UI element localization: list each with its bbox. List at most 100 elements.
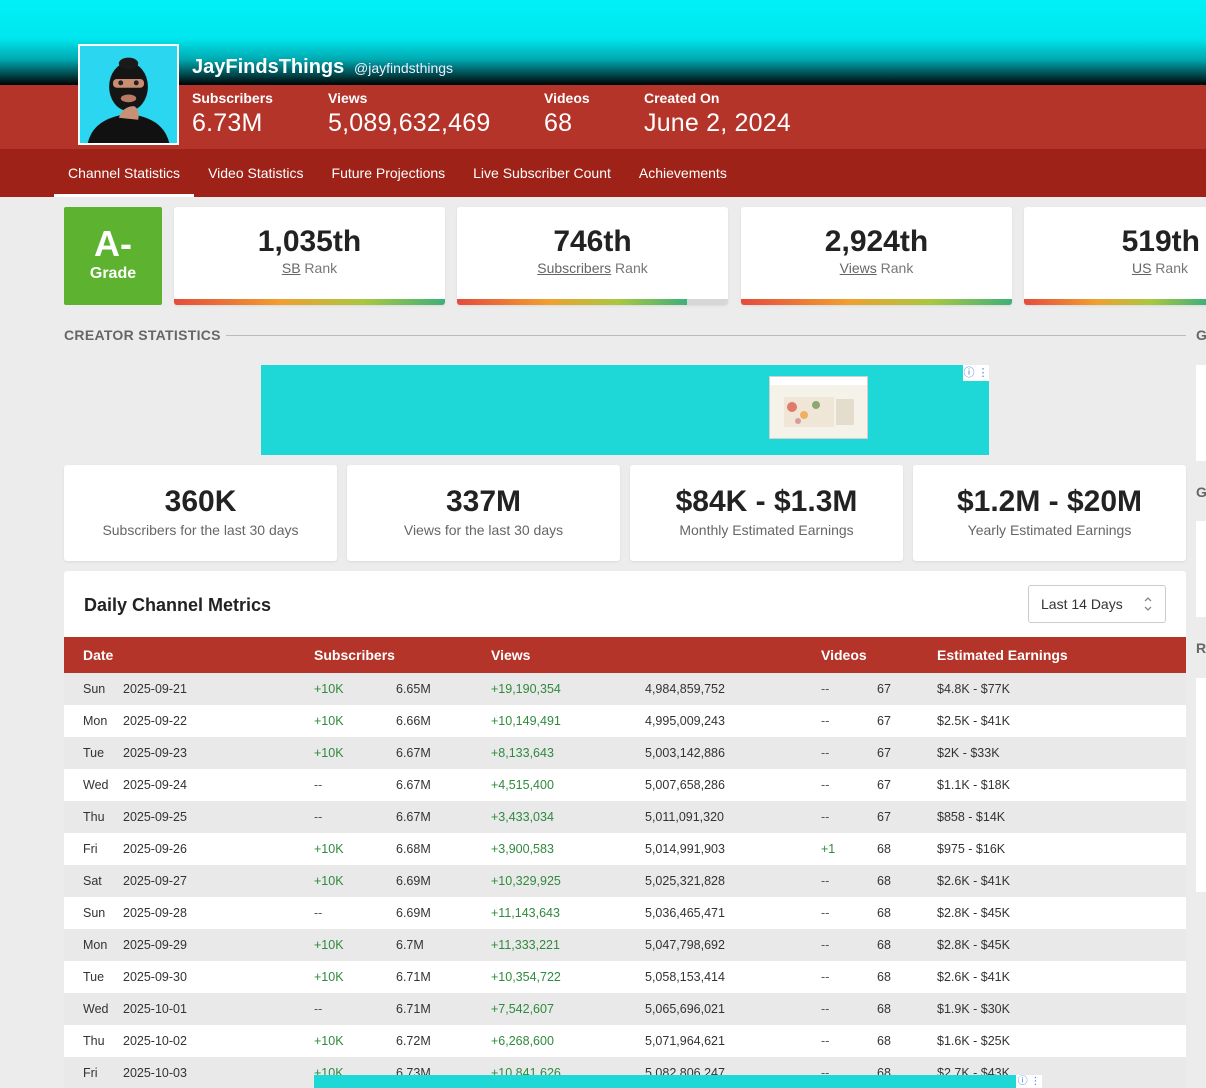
cell-video-change: --	[821, 874, 830, 888]
rank-label: Views Rank	[741, 260, 1012, 276]
cell-view-change: +3,433,034	[491, 810, 554, 824]
cell-earnings: $858 - $14K	[937, 810, 1006, 824]
cell-day: Fri	[83, 1066, 98, 1080]
cell-views: 5,036,465,471	[645, 906, 725, 920]
section-divider	[226, 335, 1186, 336]
cell-view-change: +19,190,354	[491, 682, 561, 696]
channel-avatar[interactable]	[78, 44, 179, 145]
tab-live-subscriber-count[interactable]: Live Subscriber Count	[473, 165, 611, 181]
cell-date: 2025-09-22	[123, 714, 187, 728]
rank-link[interactable]: Views	[839, 260, 877, 276]
cell-day: Mon	[83, 938, 108, 952]
rank-bar-fill	[457, 299, 688, 305]
cell-date: 2025-09-30	[123, 970, 187, 984]
cell-date: 2025-09-27	[123, 874, 187, 888]
cell-subscriber-change: +10K	[314, 682, 344, 696]
rank-value: 519th	[1121, 225, 1200, 258]
cell-videos: 67	[877, 714, 891, 728]
cell-views: 5,047,798,692	[645, 938, 725, 952]
cell-earnings: $2.6K - $41K	[937, 874, 1010, 888]
stat-label: Videos	[544, 90, 590, 106]
rank-suffix: Rank	[611, 260, 648, 276]
cell-date: 2025-10-03	[123, 1066, 187, 1080]
cell-subscribers: 6.66M	[396, 714, 431, 728]
ad-info-icon[interactable]: ⓘ ⋮	[1016, 1075, 1042, 1088]
cell-subscriber-change: +10K	[314, 1034, 344, 1048]
header-stat-subscribers: Subscribers 6.73M	[192, 90, 273, 138]
table-row: Fri 2025-09-26 +10K 6.68M +3,900,583 5,014,99…	[64, 833, 1186, 865]
rank-value: 746th	[553, 225, 632, 258]
table-row: Sat 2025-09-27 +10K 6.69M +10,329,925 5,025,3…	[64, 865, 1186, 897]
table-header: Date Subscribers Views Videos Estimated …	[64, 637, 1186, 673]
rank-bar-fill	[174, 299, 445, 305]
rank-link[interactable]: SB	[281, 260, 301, 276]
cell-views: 5,065,696,021	[645, 1002, 725, 1016]
col-header-date[interactable]: Date	[83, 647, 114, 663]
summary-label: Views for the last 30 days	[403, 522, 564, 538]
cell-day: Tue	[83, 970, 105, 984]
cell-video-change: --	[821, 906, 830, 920]
stat-label: Subscribers	[192, 90, 273, 106]
table-row: Sun 2025-09-21 +10K 6.65M +19,190,354 4,984,8…	[64, 673, 1186, 705]
tab-future-projections[interactable]: Future Projections	[331, 165, 446, 181]
advertisement-banner[interactable]: ⓘ ⋮	[261, 365, 989, 455]
col-header-subscribers[interactable]: Subscribers	[314, 647, 395, 663]
cell-day: Thu	[83, 810, 105, 824]
cell-date: 2025-10-01	[123, 1002, 187, 1016]
daily-metrics-panel: Daily Channel Metrics Last 14 Days Date …	[64, 571, 1186, 1088]
cell-day: Mon	[83, 714, 108, 728]
cell-earnings: $2K - $33K	[937, 746, 1000, 760]
cell-earnings: $2.8K - $45K	[937, 938, 1010, 952]
ad-thumbnail[interactable]	[769, 376, 868, 439]
rank-value: 2,924th	[824, 225, 929, 258]
header-stat-views: Views 5,089,632,469	[328, 90, 490, 138]
cell-view-change: +6,268,600	[491, 1034, 554, 1048]
range-select-value: Last 14 Days	[1041, 596, 1123, 612]
cell-day: Wed	[83, 778, 109, 792]
main-nav: Channel Statistics Video Statistics Futu…	[54, 149, 741, 197]
cell-earnings: $2.5K - $41K	[937, 714, 1010, 728]
col-header-videos[interactable]: Videos	[821, 647, 867, 663]
rank-link[interactable]: Subscribers	[537, 260, 612, 276]
cell-view-change: +11,333,221	[491, 938, 560, 952]
channel-name: JayFindsThings	[192, 56, 345, 78]
summary-card-monthly-earnings: $84K - $1.3M Monthly Estimated Earnings	[630, 465, 903, 561]
rank-card-subscribers: 746th Subscribers Rank	[457, 207, 728, 305]
cell-videos: 68	[877, 938, 891, 952]
cell-videos: 67	[877, 778, 891, 792]
cell-subscribers: 6.71M	[396, 1002, 431, 1016]
tab-achievements[interactable]: Achievements	[638, 165, 727, 181]
cell-subscriber-change: --	[314, 1002, 323, 1016]
cell-earnings: $975 - $16K	[937, 842, 1006, 856]
cell-earnings: $1.1K - $18K	[937, 778, 1010, 792]
range-select[interactable]: Last 14 Days	[1028, 585, 1166, 623]
cell-videos: 67	[877, 746, 891, 760]
tab-video-statistics[interactable]: Video Statistics	[208, 165, 304, 181]
cell-views: 5,007,658,286	[645, 778, 725, 792]
cell-subscribers: 6.72M	[396, 1034, 431, 1048]
cell-view-change: +10,354,722	[491, 970, 561, 984]
rank-label: US Rank	[1024, 260, 1206, 276]
cell-video-change: +1	[821, 842, 836, 856]
tab-channel-statistics[interactable]: Channel Statistics	[54, 149, 195, 197]
rank-bar-fill	[1024, 299, 1206, 305]
col-header-views[interactable]: Views	[491, 647, 531, 663]
cell-subscribers: 6.7M	[396, 938, 424, 952]
summary-card-subscribers: 360K Subscribers for the last 30 days	[64, 465, 337, 561]
col-header-estimated-earnings[interactable]: Estimated Earnings	[937, 647, 1068, 663]
table-row: Tue 2025-09-30 +10K 6.71M +10,354,722 5,058,1…	[64, 961, 1186, 993]
cell-videos: 67	[877, 810, 891, 824]
rank-link[interactable]: US	[1131, 260, 1152, 276]
summary-label: Monthly Estimated Earnings	[679, 522, 854, 538]
cell-views: 5,058,153,414	[645, 970, 725, 984]
chevron-up-down-icon	[1143, 586, 1153, 637]
summary-value: $1.2M - $20M	[956, 485, 1143, 518]
cell-earnings: $2.6K - $41K	[937, 970, 1010, 984]
ad-info-icon[interactable]: ⓘ ⋮	[963, 365, 989, 381]
stat-value: 68	[544, 109, 573, 137]
stat-value: 6.73M	[192, 109, 263, 137]
bottom-advertisement[interactable]: ⓘ ⋮	[314, 1075, 1042, 1088]
cell-day: Fri	[83, 842, 98, 856]
avatar-image	[80, 46, 177, 143]
cell-subscriber-change: +10K	[314, 714, 344, 728]
